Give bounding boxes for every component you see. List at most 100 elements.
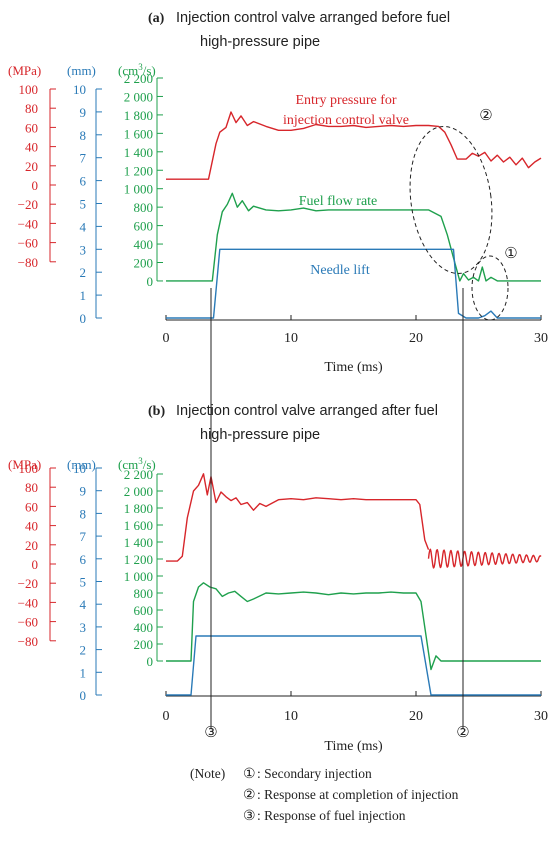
series-line [166,473,430,562]
flow-tick-label: 1 000 [124,182,153,197]
lift-tick-label: 4 [80,219,87,234]
flow-tick-label: 2 000 [124,89,153,104]
x-axis-label: Time (ms) [324,739,383,754]
lift-tick-label: 10 [73,82,86,97]
annotation-mark: ① [504,246,517,262]
series-label: Needle lift [310,263,370,278]
flow-tick-label: 2 200 [124,467,153,482]
chart-title-line: high-pressure pipe [200,34,320,50]
note-prefix: (Note) [190,766,225,781]
note-mark: ③ [243,809,256,824]
flow-tick-label: 1 000 [124,569,153,584]
lift-tick-label: 0 [80,688,87,703]
panel-a: (a) Injection control valve arranged befo… [8,10,548,375]
lift-tick-label: 9 [80,484,87,499]
note-mark: ② [243,788,256,803]
pressure-tick-label: 60 [25,120,38,135]
lift-tick-label: 0 [80,311,87,326]
flow-tick-label: 0 [147,274,154,289]
series-label: Fuel flow rate [299,194,378,209]
x-tick-label: 0 [163,331,170,346]
x-tick-label: 0 [163,709,170,724]
x-tick-label: 30 [534,331,548,346]
chart-title-line: Injection control valve arranged after f… [176,403,438,419]
series-line [166,248,541,319]
flow-tick-label: 1 200 [124,163,153,178]
note-text: : Response at completion of injection [257,787,459,802]
pressure-tick-label: −80 [18,255,38,270]
pressure-tick-label: 0 [32,557,39,572]
annotation-mark: ② [479,108,492,124]
pressure-tick-label: 0 [32,178,39,193]
flow-tick-label: 1 800 [124,108,153,123]
flow-unit-label: (cm3/s) [118,456,156,472]
series-line [166,111,542,180]
series-label: injection control valve [283,113,409,128]
lift-unit-label: (mm) [67,63,96,78]
flow-tick-label: 400 [134,620,154,635]
pressure-tick-label: −60 [18,615,38,630]
flow-tick-label: 1 400 [124,145,153,160]
pressure-tick-label: 100 [19,82,39,97]
note-text: : Secondary injection [257,766,372,781]
flow-tick-label: 1 600 [124,126,153,141]
lift-tick-label: 4 [80,597,87,612]
pressure-tick-label: −20 [18,576,38,591]
flow-tick-label: 1 200 [124,552,153,567]
pressure-tick-label: 60 [25,499,38,514]
pressure-tick-label: −20 [18,197,38,212]
pressure-tick-label: −40 [18,216,38,231]
pressure-tick-label: 20 [25,159,38,174]
flow-tick-label: 200 [134,637,154,652]
lift-unit-label: (mm) [67,457,96,472]
pressure-tick-label: 40 [25,519,38,534]
series-line [166,635,541,696]
panel-label: (a) [148,11,165,26]
series-line [166,582,541,671]
lift-tick-label: 1 [80,288,87,303]
pressure-tick-label: 80 [25,480,38,495]
annotation-ellipse [409,126,493,274]
pressure-unit-label: (MPa) [8,457,41,472]
lift-tick-label: 10 [73,461,86,476]
series-line [427,548,542,569]
annotation-mark: ② [456,725,469,741]
x-tick-label: 30 [534,709,548,724]
lift-tick-label: 1 [80,665,87,680]
flow-tick-label: 200 [134,256,154,271]
flow-tick-label: 1 400 [124,535,153,550]
lift-tick-label: 8 [80,128,87,143]
pressure-tick-label: −40 [18,595,38,610]
x-tick-label: 20 [409,709,423,724]
flow-tick-label: 1 600 [124,518,153,533]
lift-tick-label: 8 [80,506,87,521]
note-mark: ① [243,767,256,782]
lift-tick-label: 3 [80,242,87,257]
pressure-tick-label: 20 [25,538,38,553]
lift-tick-label: 5 [80,197,87,212]
flow-tick-label: 2 000 [124,484,153,499]
lift-tick-label: 3 [80,620,87,635]
flow-tick-label: 400 [134,237,154,252]
panel-b: (b) Injection control valve arranged afte… [8,403,548,754]
annotation-mark: ③ [204,725,217,741]
series-label: Entry pressure for [295,93,396,108]
chart-title-line: high-pressure pipe [200,427,320,443]
pressure-tick-label: 40 [25,140,38,155]
pressure-tick-label: −60 [18,236,38,251]
lift-tick-label: 2 [80,643,87,658]
flow-unit-label: (cm3/s) [118,62,156,78]
lift-tick-label: 2 [80,265,87,280]
flow-tick-label: 800 [134,200,154,215]
flow-tick-label: 600 [134,219,154,234]
flow-tick-label: 0 [147,654,154,669]
pressure-tick-label: 100 [19,461,39,476]
x-axis-label: Time (ms) [324,360,383,375]
chart-title-line: Injection control valve arranged before … [176,10,450,26]
note-text: : Response of fuel injection [257,808,406,823]
lift-tick-label: 6 [80,552,87,567]
x-tick-label: 10 [284,709,298,724]
pressure-unit-label: (MPa) [8,63,41,78]
lift-tick-label: 7 [80,151,87,166]
